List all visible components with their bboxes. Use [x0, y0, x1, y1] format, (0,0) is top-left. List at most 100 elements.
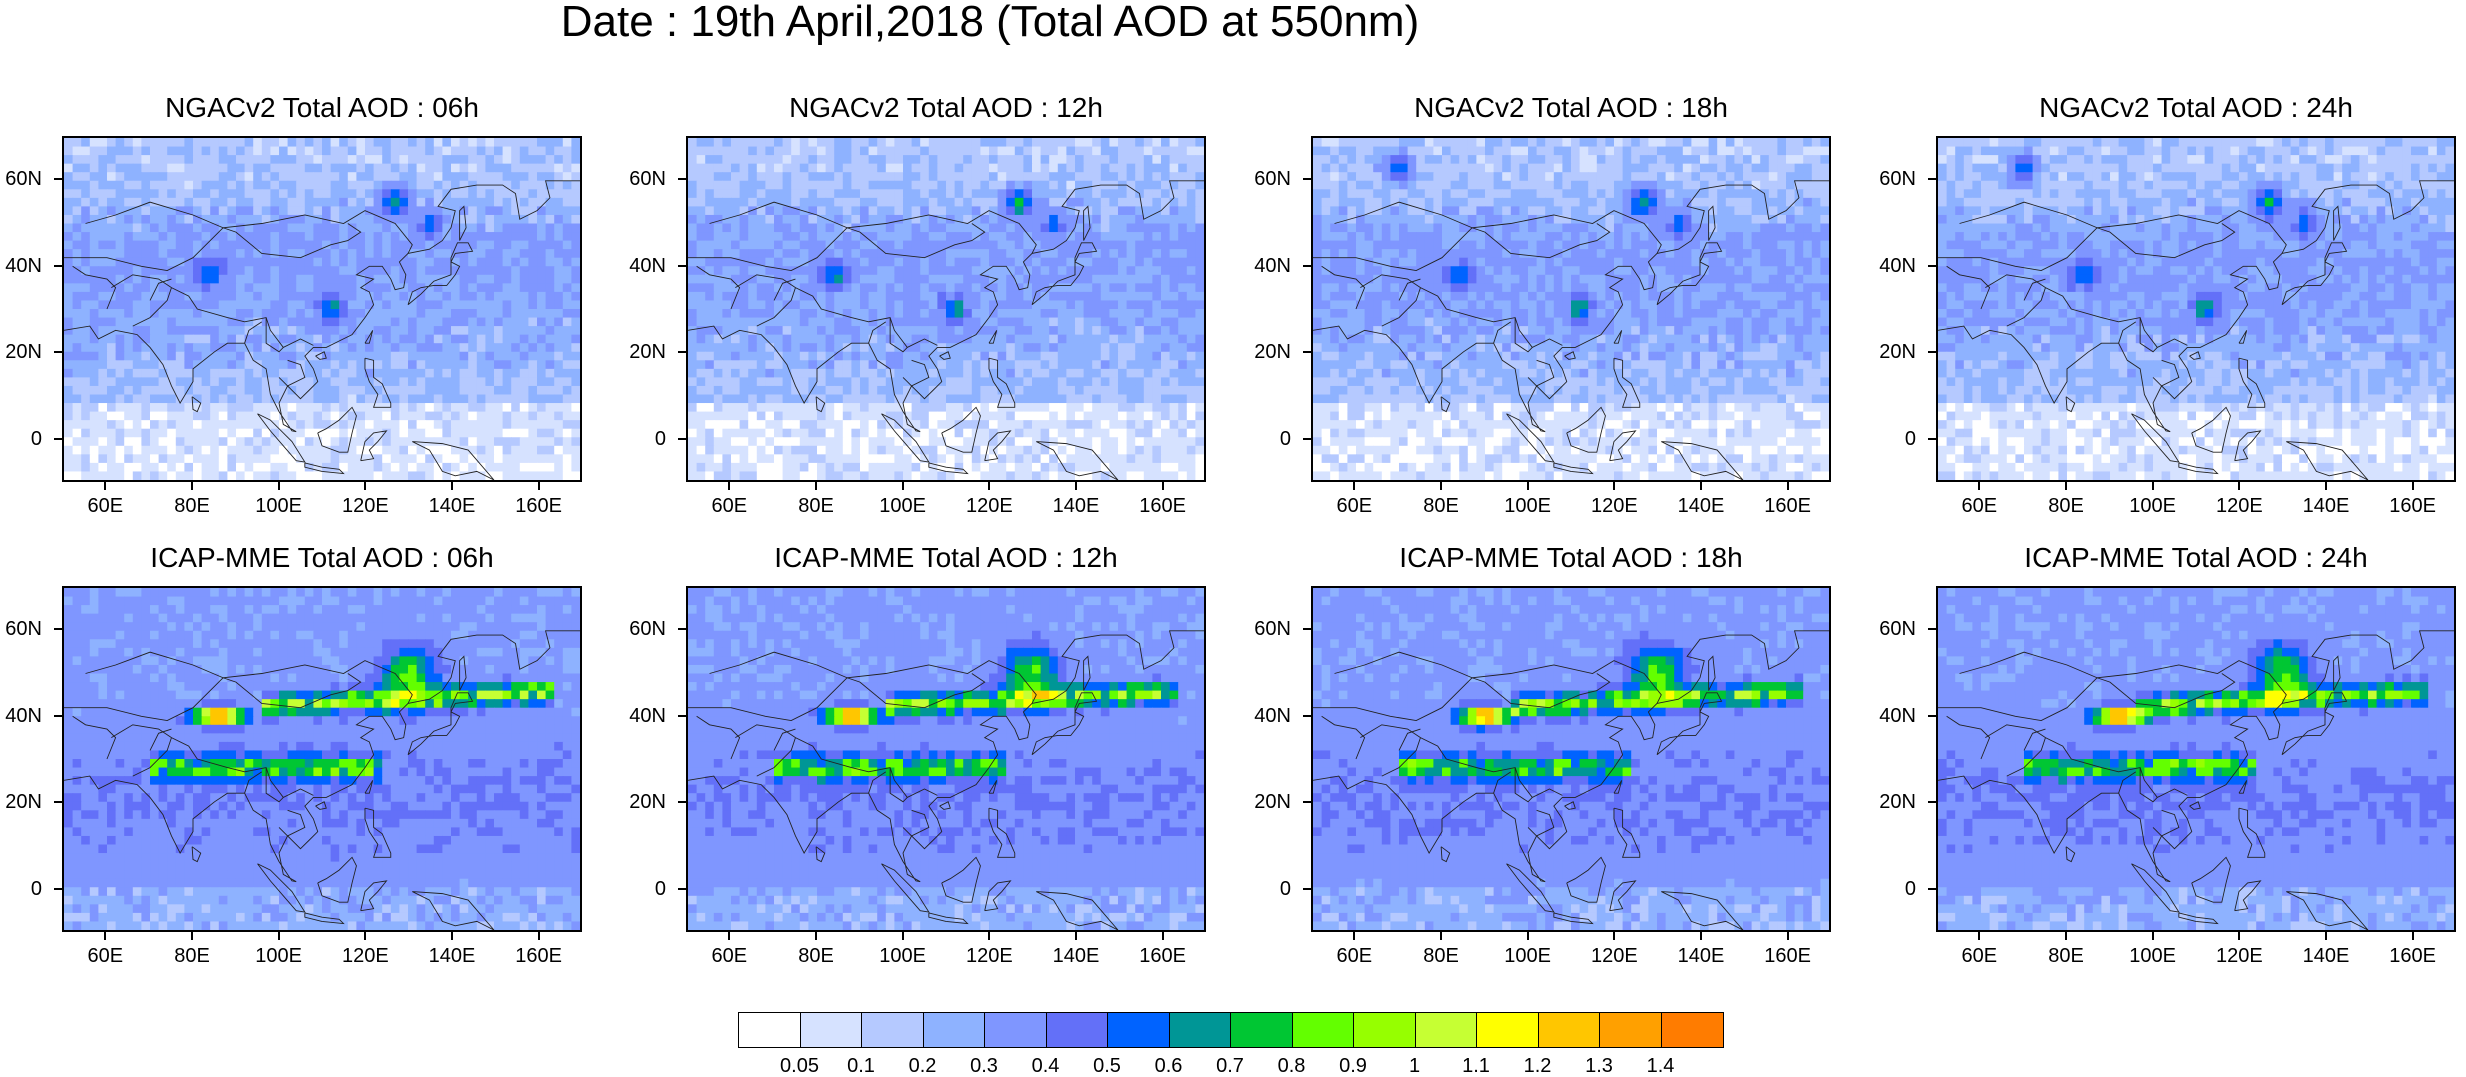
panel-title: NGACv2 Total AOD : 12h — [646, 94, 1246, 122]
lon-tick — [538, 932, 540, 940]
lon-tick — [364, 482, 366, 490]
lat-tick — [54, 438, 62, 440]
lon-tick-label: 140E — [1671, 496, 1731, 516]
lon-tick — [1978, 482, 1980, 490]
aod-map — [62, 136, 582, 482]
lat-tick — [678, 178, 686, 180]
figure-title: Date : 19th April,2018 (Total AOD at 550… — [0, 0, 1980, 44]
lat-tick — [1928, 351, 1936, 353]
lon-tick — [1440, 932, 1442, 940]
colorbar-swatch — [1477, 1013, 1539, 1047]
colorbar-swatch — [1354, 1013, 1416, 1047]
lon-tick-label: 80E — [2036, 946, 2096, 966]
lon-tick-label: 60E — [1324, 496, 1384, 516]
lon-tick-label: 100E — [249, 946, 309, 966]
lon-tick — [104, 482, 106, 490]
lat-tick-label: 40N — [1866, 256, 1916, 276]
lon-tick-label: 100E — [1498, 946, 1558, 966]
aod-field-cells — [64, 588, 580, 930]
lon-tick-label: 100E — [873, 946, 933, 966]
lat-tick — [1928, 265, 1936, 267]
colorbar-swatch — [1293, 1013, 1355, 1047]
lon-tick-label: 80E — [2036, 496, 2096, 516]
aod-map — [1936, 136, 2456, 482]
colorbar-swatch — [739, 1013, 801, 1047]
lat-tick — [1928, 888, 1936, 890]
lon-tick — [1700, 482, 1702, 490]
colorbar-label: 1.1 — [1451, 1056, 1501, 1076]
aod-colorbar — [738, 1012, 1724, 1048]
lon-tick — [1162, 932, 1164, 940]
colorbar-label: 0.9 — [1328, 1056, 1378, 1076]
lon-tick-label: 100E — [2123, 946, 2183, 966]
lon-tick-label: 140E — [1671, 946, 1731, 966]
lon-tick — [191, 932, 193, 940]
lon-tick — [1613, 932, 1615, 940]
lat-tick — [54, 178, 62, 180]
lon-tick-label: 80E — [162, 496, 222, 516]
lon-tick — [2325, 932, 2327, 940]
lat-tick-label: 0 — [1866, 879, 1916, 899]
lon-tick-label: 160E — [509, 946, 569, 966]
colorbar-swatch — [801, 1013, 863, 1047]
lon-tick-label: 160E — [1133, 496, 1193, 516]
lat-tick — [54, 801, 62, 803]
lat-tick — [1928, 178, 1936, 180]
colorbar-swatch — [985, 1013, 1047, 1047]
lat-tick-label: 40N — [1241, 256, 1291, 276]
lat-tick-label: 20N — [0, 342, 42, 362]
colorbar-label: 0.7 — [1205, 1056, 1255, 1076]
lon-tick — [728, 482, 730, 490]
colorbar-label: 1.2 — [1513, 1056, 1563, 1076]
aod-map — [1311, 136, 1831, 482]
lat-tick-label: 60N — [1241, 169, 1291, 189]
lat-tick — [678, 438, 686, 440]
lat-tick — [1303, 178, 1311, 180]
lat-tick — [54, 888, 62, 890]
lon-tick-label: 160E — [2383, 946, 2443, 966]
lon-tick-label: 60E — [1949, 496, 2009, 516]
lat-tick — [1928, 438, 1936, 440]
lon-tick-label: 140E — [2296, 946, 2356, 966]
lon-tick — [1527, 932, 1529, 940]
lon-tick — [191, 482, 193, 490]
lon-tick-label: 120E — [959, 946, 1019, 966]
colorbar-swatch — [1600, 1013, 1662, 1047]
lat-tick — [54, 628, 62, 630]
lon-tick — [364, 932, 366, 940]
colorbar-swatch — [1108, 1013, 1170, 1047]
lon-tick-label: 160E — [2383, 496, 2443, 516]
lat-tick-label: 60N — [616, 169, 666, 189]
aod-field-cells — [688, 138, 1204, 480]
panel-title: ICAP-MME Total AOD : 06h — [22, 544, 622, 572]
lat-tick — [1303, 351, 1311, 353]
colorbar-label: 0.5 — [1082, 1056, 1132, 1076]
lon-tick — [1075, 482, 1077, 490]
lon-tick-label: 140E — [422, 496, 482, 516]
colorbar-label: 0.05 — [775, 1056, 825, 1076]
lat-tick-label: 40N — [616, 256, 666, 276]
lat-tick-label: 20N — [616, 792, 666, 812]
lon-tick — [451, 932, 453, 940]
aod-field-cells — [1938, 588, 2454, 930]
lon-tick — [1075, 932, 1077, 940]
lat-tick-label: 20N — [1866, 792, 1916, 812]
lat-tick — [678, 265, 686, 267]
lon-tick — [815, 482, 817, 490]
lat-tick-label: 0 — [1866, 429, 1916, 449]
colorbar-swatch — [924, 1013, 986, 1047]
lat-tick-label: 20N — [0, 792, 42, 812]
lat-tick-label: 60N — [0, 619, 42, 639]
lon-tick-label: 60E — [75, 496, 135, 516]
lon-tick-label: 140E — [2296, 496, 2356, 516]
lon-tick-label: 120E — [335, 946, 395, 966]
lat-tick-label: 20N — [1241, 342, 1291, 362]
aod-map — [62, 586, 582, 932]
lon-tick-label: 120E — [2209, 496, 2269, 516]
lon-tick-label: 160E — [1133, 946, 1193, 966]
aod-map — [1936, 586, 2456, 932]
lon-tick — [1162, 482, 1164, 490]
lon-tick — [1440, 482, 1442, 490]
lon-tick — [988, 482, 990, 490]
colorbar-label: 0.6 — [1144, 1056, 1194, 1076]
